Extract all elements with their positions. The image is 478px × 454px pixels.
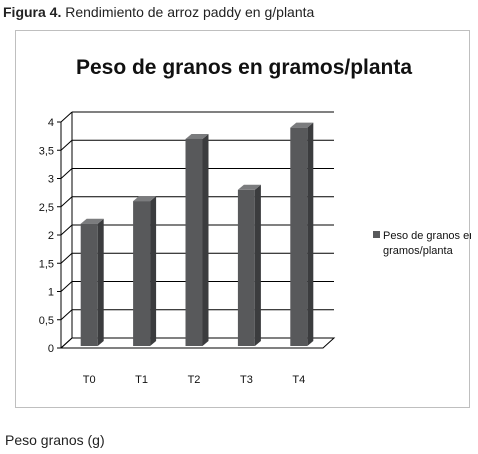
y-tick-label: 4 [48,117,54,129]
y-tick-label: 3,5 [39,145,54,157]
gridline-diagonal [60,224,73,236]
bar-top [185,133,209,139]
gridline-diagonal [60,168,73,179]
y-tick-label: 1 [48,287,54,299]
chart-title: Peso de granos en gramos/planta [76,56,412,79]
footer-label: Peso granos (g) [5,432,105,448]
x-tick-label: T0 [83,374,96,386]
chart-frame: Peso de granos en gramos/planta 0 0,5 1 1,5… [15,30,471,408]
y-tick-label: 0 [48,343,54,355]
bar-side [150,196,157,346]
gridline-diagonal [60,111,73,123]
bar-side [97,218,104,346]
gridline-diagonal [60,281,73,292]
bar-T3 [237,184,261,346]
y-tick-label: 0,5 [39,315,54,327]
bar-side [307,122,314,347]
bar-side [202,133,209,346]
x-tick-label: T4 [292,374,305,386]
bar-T1 [133,196,157,346]
bar-T0 [80,218,104,346]
y-tick-label: 1,5 [39,258,54,270]
x-tick-labels: T0 T1 T2 T3 T4 [83,374,305,386]
bar-top [290,122,314,128]
y-tick-label: 2,5 [39,202,54,214]
bar-top [237,184,261,190]
y-tick-labels: 0 0,5 1 1,5 2 2,5 3 3,5 4 [39,117,54,355]
bar-front [133,201,151,346]
figure-label: Figura 4. [3,4,62,20]
chart-floor [59,337,336,349]
gridline-diagonal [60,309,73,321]
y-tick-label: 2 [48,230,54,242]
legend-label: Peso de granos en gramos/planta [383,230,471,257]
gridline-diagonal [60,139,73,151]
axes [57,112,336,349]
y-tick-label: 3 [48,174,54,186]
gridline-diagonal [60,196,73,208]
bar-T2 [185,133,209,346]
bar-top [80,218,104,224]
x-tick-label: T1 [135,374,148,386]
bar-T4 [290,122,314,347]
x-tick-label: T3 [240,374,253,386]
bar-top [133,196,157,202]
bars [80,122,314,347]
bar-front [290,127,308,347]
bar-side [254,184,261,346]
bar-chart: Peso de granos en gramos/planta 0 0,5 1 1,5… [39,56,471,386]
bar-front [237,189,255,346]
figure-caption: Figura 4. Rendimiento de arroz paddy en … [3,4,314,20]
bar-front [185,138,203,346]
legend-swatch [373,231,380,238]
legend: Peso de granos en gramos/planta [373,230,471,257]
bar-front [80,223,98,346]
gridline-diagonal [60,252,73,264]
x-tick-label: T2 [188,374,201,386]
figure-caption-text: Rendimiento de arroz paddy en g/planta [65,4,315,20]
